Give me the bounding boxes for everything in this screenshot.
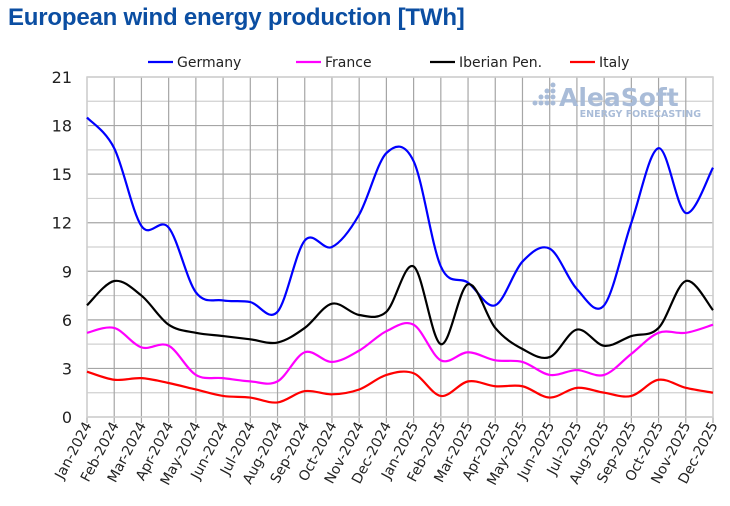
watermark-brand: AleaSoft [559, 83, 679, 112]
series-line-italy [86, 370, 714, 404]
legend-label: Iberian Pen. [459, 55, 542, 71]
aleasoft-watermark: AleaSoft ENERGY FORECASTING [532, 82, 702, 120]
grid [86, 76, 714, 423]
legend: Germany France Iberian Pen. Italy [148, 55, 629, 71]
y-tick-label: 0 [62, 408, 72, 427]
y-tick-label: 12 [52, 214, 72, 233]
legend-label: Italy [599, 55, 629, 71]
y-tick-label: 3 [62, 359, 72, 378]
chart-title: European wind energy production [TWh] [8, 4, 465, 31]
series-line-germany [86, 116, 714, 316]
series-line-france [86, 321, 714, 385]
plot-border [86, 76, 714, 418]
series-line-iberian-pen [86, 265, 714, 359]
legend-label: Germany [177, 55, 241, 71]
legend-label: France [325, 55, 372, 71]
y-tick-label: 15 [52, 165, 72, 184]
y-tick-label: 18 [52, 117, 72, 136]
y-tick-label: 6 [62, 311, 72, 330]
y-tick-label: 21 [52, 68, 72, 87]
y-tick-label: 9 [62, 262, 72, 281]
watermark-tagline: ENERGY FORECASTING [580, 109, 702, 120]
